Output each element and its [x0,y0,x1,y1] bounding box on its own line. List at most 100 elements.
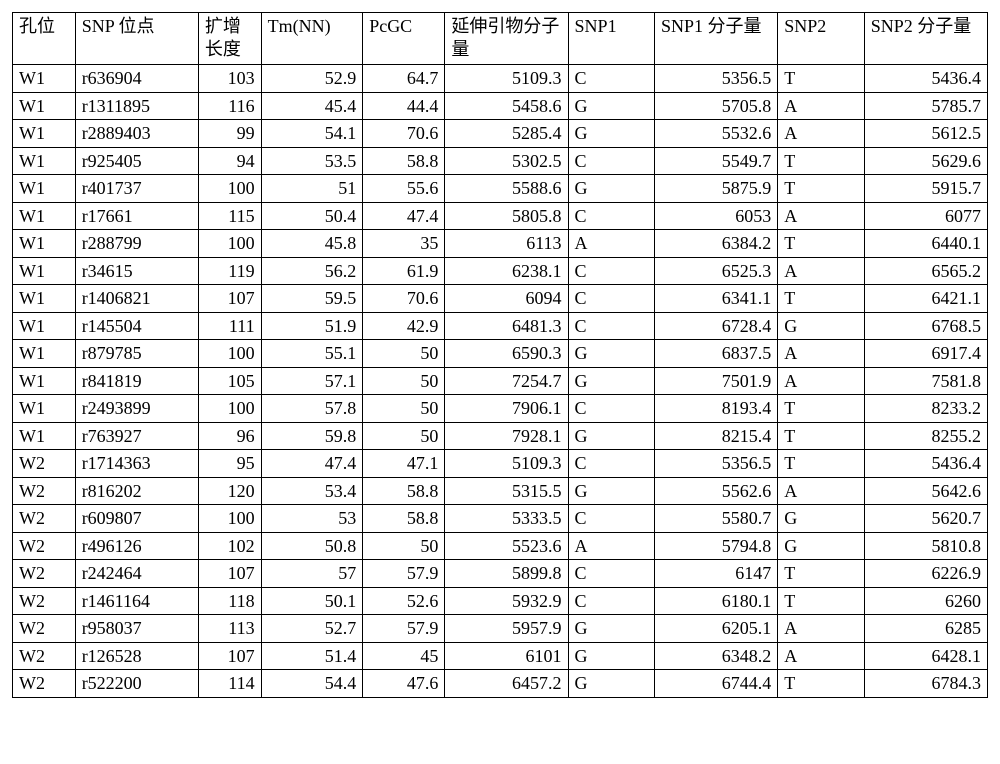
table-row: W1r3461511956.261.96238.1C6525.3A6565.2 [13,257,988,285]
table-cell: 118 [198,587,261,615]
table-cell: T [778,395,864,423]
table-cell: 5642.6 [864,477,987,505]
table-cell: C [568,450,654,478]
table-cell: 5458.6 [445,92,568,120]
table-row: W1r4017371005155.65588.6G5875.9T5915.7 [13,175,988,203]
table-cell: r763927 [75,422,198,450]
table-cell: 94 [198,147,261,175]
table-cell: r841819 [75,367,198,395]
table-cell: 5436.4 [864,65,987,93]
table-cell: W2 [13,450,76,478]
table-cell: 54.1 [261,120,363,148]
table-cell: 5302.5 [445,147,568,175]
table-cell: 5705.8 [655,92,778,120]
table-cell: W1 [13,340,76,368]
table-cell: 5523.6 [445,532,568,560]
table-cell: W2 [13,532,76,560]
table-cell: 5109.3 [445,65,568,93]
table-cell: 50.8 [261,532,363,560]
table-cell: r816202 [75,477,198,505]
table-cell: C [568,257,654,285]
table-cell: G [568,120,654,148]
table-row: W1r28879910045.8356113A6384.2T6440.1 [13,230,988,258]
table-cell: r496126 [75,532,198,560]
table-cell: A [778,615,864,643]
column-header: 扩增长度 [198,13,261,65]
table-cell: 6147 [655,560,778,588]
table-cell: 119 [198,257,261,285]
table-cell: 107 [198,560,261,588]
column-header: 延伸引物分子量 [445,13,568,65]
column-header: SNP1 [568,13,654,65]
table-cell: 6113 [445,230,568,258]
table-cell: T [778,670,864,698]
table-row: W2r6098071005358.85333.5C5580.7G5620.7 [13,505,988,533]
table-cell: 5315.5 [445,477,568,505]
table-cell: W1 [13,312,76,340]
table-cell: 50 [363,532,445,560]
table-cell: 102 [198,532,261,560]
table-cell: 99 [198,120,261,148]
table-cell: 51.4 [261,642,363,670]
table-cell: 57.8 [261,395,363,423]
table-cell: 6457.2 [445,670,568,698]
table-cell: T [778,560,864,588]
table-cell: 100 [198,175,261,203]
table-cell: 6837.5 [655,340,778,368]
table-cell: 107 [198,642,261,670]
table-cell: W1 [13,367,76,395]
table-cell: W1 [13,120,76,148]
column-header: SNP1 分子量 [655,13,778,65]
table-cell: 6428.1 [864,642,987,670]
table-cell: 58.8 [363,147,445,175]
table-cell: 5333.5 [445,505,568,533]
table-cell: 8233.2 [864,395,987,423]
table-cell: G [568,422,654,450]
column-header: Tm(NN) [261,13,363,65]
table-cell: 6285 [864,615,987,643]
table-cell: C [568,505,654,533]
table-cell: 57.1 [261,367,363,395]
table-cell: G [568,615,654,643]
table-cell: 7928.1 [445,422,568,450]
column-header: SNP2 分子量 [864,13,987,65]
table-cell: 55.6 [363,175,445,203]
table-cell: 51.9 [261,312,363,340]
table-cell: r2889403 [75,120,198,148]
table-cell: T [778,65,864,93]
table-cell: 6421.1 [864,285,987,313]
table-cell: r925405 [75,147,198,175]
table-cell: r879785 [75,340,198,368]
table-row: W1r7639279659.8507928.1G8215.4T8255.2 [13,422,988,450]
table-cell: W1 [13,422,76,450]
table-row: W2r49612610250.8505523.6A5794.8G5810.8 [13,532,988,560]
table-cell: 6917.4 [864,340,987,368]
table-cell: 6341.1 [655,285,778,313]
table-cell: 5805.8 [445,202,568,230]
table-cell: C [568,202,654,230]
table-cell: r34615 [75,257,198,285]
table-cell: 100 [198,230,261,258]
table-cell: 7581.8 [864,367,987,395]
table-header: 孔位SNP 位点扩增长度Tm(NN)PcGC延伸引物分子量SNP1SNP1 分子… [13,13,988,65]
table-row: W1r1766111550.447.45805.8C6053A6077 [13,202,988,230]
table-cell: T [778,285,864,313]
table-cell: 50 [363,367,445,395]
table-cell: W1 [13,92,76,120]
table-cell: A [778,477,864,505]
table-cell: 6384.2 [655,230,778,258]
table-row: W1r63690410352.964.75109.3C5356.5T5436.4 [13,65,988,93]
table-cell: W1 [13,175,76,203]
table-cell: 50.4 [261,202,363,230]
table-cell: 5532.6 [655,120,778,148]
table-cell: A [778,367,864,395]
table-cell: 8255.2 [864,422,987,450]
table-cell: 6180.1 [655,587,778,615]
table-cell: W2 [13,670,76,698]
table-cell: 7501.9 [655,367,778,395]
table-cell: 5562.6 [655,477,778,505]
table-cell: 100 [198,505,261,533]
table-cell: W1 [13,65,76,93]
table-cell: 5436.4 [864,450,987,478]
table-cell: 54.4 [261,670,363,698]
